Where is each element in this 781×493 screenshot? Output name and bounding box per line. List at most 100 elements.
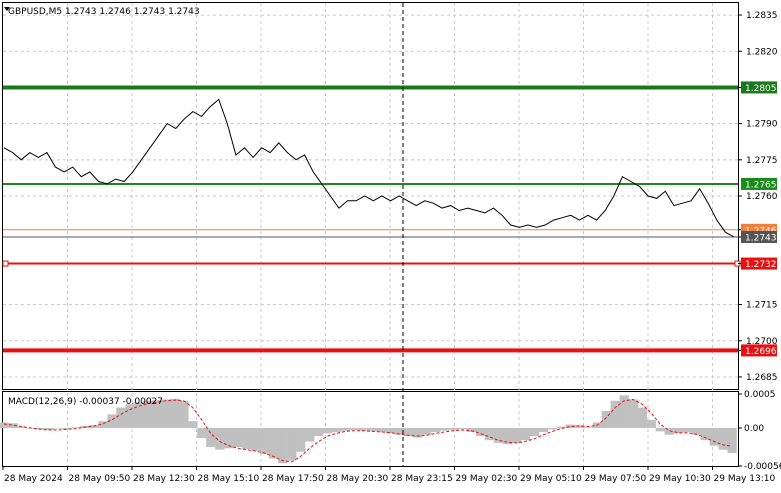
price-label-text: 1.2743 (745, 234, 777, 244)
macd-histogram-bar (484, 427, 495, 441)
macd-histogram-bar (89, 425, 99, 428)
price-label-tag (741, 257, 777, 270)
macd-histogram-bar (511, 427, 522, 443)
macd-histogram-bar (466, 427, 477, 433)
macd-histogram-bar (421, 427, 432, 435)
macd-histogram-bar (475, 427, 486, 437)
price-series (3, 98, 735, 238)
macd-histogram-bar (655, 427, 665, 432)
macd-histogram-bar (727, 427, 737, 454)
macd-histogram-bar (134, 402, 144, 428)
macd-histogram-bar (493, 427, 504, 443)
grid-layer (3, 3, 738, 466)
price-label-text: 1.2732 (745, 260, 777, 270)
macd-histogram-bar (215, 427, 225, 450)
macd-histogram-bar (161, 399, 171, 428)
price-tick-label: 1.2760 (746, 192, 778, 202)
macd-histogram-bar (170, 398, 180, 428)
macd-histogram-bar (574, 425, 585, 428)
macd-tick-label: 0.00 (744, 424, 764, 434)
time-tick-label: 29 May 13:10 (714, 474, 776, 484)
macd-histogram-bar (610, 400, 620, 428)
price-label-tag (741, 177, 777, 190)
macd-histogram-bar (143, 400, 153, 428)
macd-histogram-bar (116, 407, 126, 428)
macd-histogram-bar (35, 427, 45, 430)
macd-tick-label: 0.0005 (744, 390, 776, 400)
macd-histogram-bar (44, 427, 54, 430)
macd-histogram-bar (350, 427, 360, 430)
macd-histogram-bar (403, 427, 414, 437)
price-label-tag (741, 81, 777, 94)
macd-histogram-bar (260, 427, 270, 454)
macd-histogram-bar (502, 427, 513, 445)
price-label-text: 1.2805 (745, 84, 777, 94)
macd-histogram-bar (206, 427, 216, 447)
macd-histogram-bar (457, 427, 468, 430)
macd-histogram-bar (520, 427, 531, 441)
macd-histogram-bar (242, 427, 252, 450)
macd-histogram-bar (628, 399, 638, 428)
macd-histogram-bar (565, 424, 576, 428)
macd-histogram-bar (197, 427, 207, 439)
macd-histogram-bar (709, 427, 719, 446)
macd-histogram-bar (62, 427, 72, 430)
time-tick-label: 28 May 20:30 (327, 474, 389, 484)
symbol-header: GBPUSD,M5 1.2743 1.2746 1.2743 1.2743 (8, 7, 200, 17)
macd-histogram-bar (368, 427, 378, 432)
time-tick-label: 28 May 23:15 (391, 474, 453, 484)
macd-histogram-bar (664, 427, 674, 435)
time-axis: 28 May 2024 28 May 09:50 28 May 12:30 28 Ma… (2, 466, 776, 484)
macd-histogram-bar (107, 414, 117, 428)
macd-histogram-bar (682, 427, 692, 433)
macd-histogram-bar (8, 423, 18, 428)
macd-histogram-bar (691, 427, 701, 435)
macd-histogram-bar (673, 427, 683, 434)
dropdown-triangle-icon[interactable] (4, 7, 10, 11)
price-tick-label: 1.2715 (746, 301, 778, 311)
macd-histogram-bar (224, 427, 234, 449)
price-tick-label: 1.2700 (746, 337, 778, 347)
macd-histogram-bar (305, 427, 315, 442)
macd-histogram-bar (637, 407, 647, 428)
macd-histogram-bar (296, 427, 306, 452)
macd-histogram-bar (359, 427, 369, 431)
macd-histogram-bar (601, 410, 611, 428)
time-tick-label: 29 May 07:50 (585, 474, 647, 484)
macd-histogram-bar (287, 427, 297, 461)
time-tick-label: 28 May 12:30 (133, 474, 195, 484)
macd-histogram-bar (430, 427, 441, 433)
macd-histogram-bar (619, 395, 629, 428)
macd-histogram-bar (529, 427, 540, 437)
macd-header: MACD(12,26,9) -0.00037 -0.00027 (8, 397, 163, 407)
price-axis: 1.2835 1.2820 1.2790 1.2775 1.2760 1.2715 1.27… (738, 11, 781, 472)
macd-histogram-bar (385, 427, 396, 434)
price-tick-label: 1.2820 (746, 47, 778, 57)
macd-histogram-bar (412, 427, 423, 438)
macd-histogram-bar (341, 427, 351, 431)
macd-histogram-bar (376, 427, 387, 433)
price-label-text: 1.2696 (745, 347, 777, 357)
macd-histogram-bar (439, 427, 450, 431)
macd-histogram-bar (179, 400, 189, 428)
macd-histogram-bar (547, 427, 558, 430)
macd-tick-label: -0.00056 (744, 462, 781, 472)
macd-histogram-bar (646, 419, 656, 428)
price-tick-label: 1.2835 (746, 11, 778, 21)
macd-histogram-bar (323, 427, 333, 434)
time-tick-label: 28 May 09:50 (69, 474, 131, 484)
macd-histogram-bar (269, 427, 279, 459)
macd-signal-line (3, 398, 733, 463)
time-tick-label: 28 May 15:10 (198, 474, 260, 484)
macd-layer (0, 395, 737, 464)
macd-histogram-bar (538, 427, 549, 433)
macd-histogram-bar (251, 427, 261, 452)
macd-histogram-bar (448, 427, 459, 430)
macd-histogram-bar (125, 404, 135, 428)
macd-histogram-bar (53, 427, 63, 429)
macd-histogram-bar (17, 426, 27, 428)
macd-histogram-bar (556, 426, 567, 428)
macd-histogram-bar (152, 400, 162, 428)
